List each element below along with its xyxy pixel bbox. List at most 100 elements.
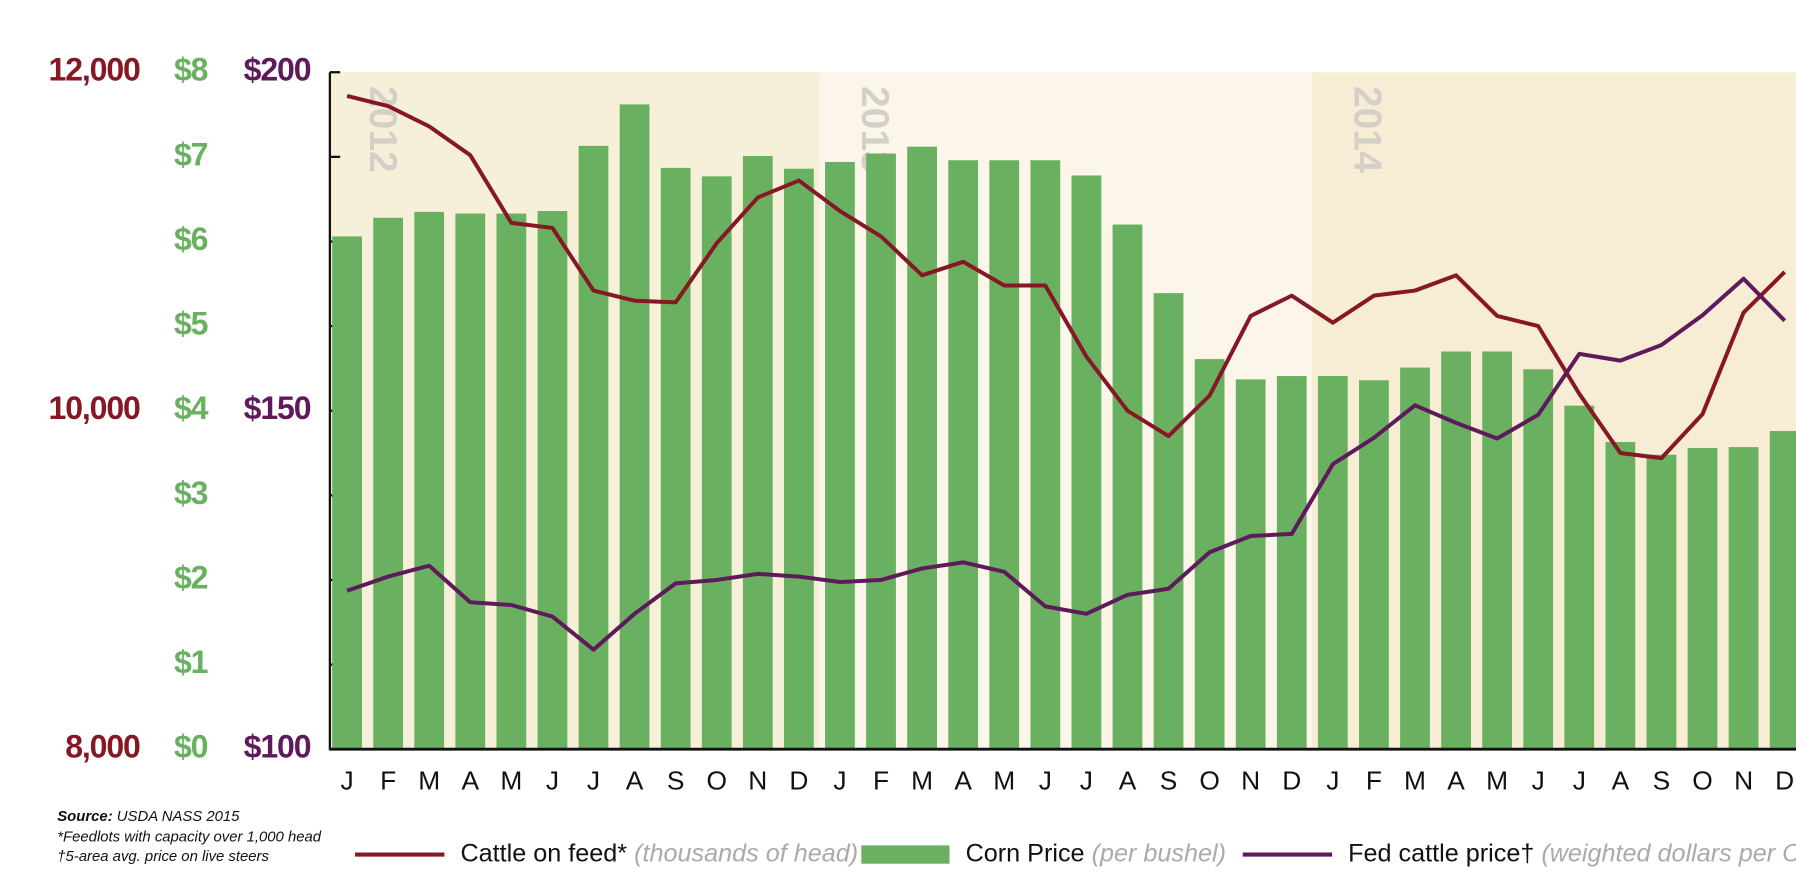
bar <box>537 211 568 750</box>
x-tick-label: J <box>1039 765 1052 795</box>
y-tick-label: 12,000 <box>49 52 141 88</box>
x-tick-label: S <box>667 765 685 795</box>
x-tick-label: A <box>1119 765 1137 795</box>
y-tick-label: $4 <box>174 390 209 426</box>
x-tick-label: N <box>1734 765 1753 795</box>
y-tick-label: $150 <box>244 390 311 426</box>
x-tick-label: J <box>587 765 600 795</box>
footnote: †5-area avg. price on live steers <box>57 849 269 865</box>
x-tick-label: J <box>1532 765 1545 795</box>
bar <box>1728 447 1759 750</box>
x-tick-label: A <box>1612 765 1630 795</box>
y-tick-label: $7 <box>174 136 208 172</box>
bar <box>1523 369 1554 750</box>
legend-name: Fed cattle price† <box>1348 839 1534 867</box>
y-tick-label: $8 <box>174 52 208 88</box>
x-tick-label: M <box>911 765 933 795</box>
bar <box>1276 376 1307 750</box>
y-tick-label: $2 <box>174 559 208 595</box>
bar <box>619 104 650 750</box>
bar <box>1317 376 1348 750</box>
x-tick-label: A <box>626 765 644 795</box>
x-tick-label: O <box>1692 765 1712 795</box>
footnote: *Feedlots with capacity over 1,000 head <box>57 829 322 845</box>
y-tick-label: $3 <box>174 475 208 511</box>
x-tick-label: F <box>873 765 889 795</box>
x-tick-label: N <box>748 765 767 795</box>
legend-entry: Cattle on feed* (thousands of head) <box>460 839 858 867</box>
bar <box>1769 431 1796 750</box>
y-tick-label: $200 <box>244 52 311 88</box>
bar <box>1071 175 1102 750</box>
bar <box>1482 351 1513 750</box>
legend-entry: Fed cattle price† (weighted dollars per … <box>1348 839 1796 867</box>
x-tick-label: A <box>462 765 480 795</box>
bar <box>825 161 855 750</box>
bar <box>866 153 896 750</box>
bar <box>948 160 979 750</box>
x-tick-label: J <box>1326 765 1339 795</box>
line <box>346 93 1787 461</box>
source-label: Source: <box>57 809 112 825</box>
x-tick-label: F <box>1366 765 1382 795</box>
bar <box>578 145 609 750</box>
bar <box>414 211 445 750</box>
bar <box>660 167 691 750</box>
x-tick-label: N <box>1241 765 1260 795</box>
y-tick-label: 10,000 <box>49 390 141 426</box>
y-tick-label: $100 <box>244 729 311 765</box>
y-tick-label: $6 <box>174 221 208 257</box>
bar <box>455 213 486 750</box>
legend-name: Corn Price <box>966 839 1085 867</box>
y-tick-label: $5 <box>174 306 208 342</box>
year-band <box>819 72 1313 750</box>
bar <box>989 160 1020 750</box>
bar <box>1112 224 1143 750</box>
bar <box>1605 442 1636 750</box>
x-tick-label: A <box>954 765 972 795</box>
source-note: Source: USDA NASS 2015 <box>57 809 240 825</box>
y-tick-label: $1 <box>174 644 208 680</box>
x-tick-label: M <box>1486 765 1508 795</box>
x-tick-label: J <box>546 765 559 795</box>
year-label: 2014 <box>1346 86 1389 173</box>
legend-unit: (weighted dollars per CWT) <box>1541 839 1796 867</box>
x-tick-label: J <box>1080 765 1093 795</box>
bar <box>1153 293 1184 750</box>
x-tick-label: J <box>340 765 353 795</box>
bar <box>1235 379 1266 750</box>
legend-name: Cattle on feed* <box>460 839 627 867</box>
x-tick-label: D <box>1775 765 1794 795</box>
bar <box>742 156 773 750</box>
x-tick-label: M <box>418 765 440 795</box>
legend-entry: Corn Price (per bushel) <box>966 839 1226 867</box>
x-tick-label: J <box>833 765 846 795</box>
bar <box>332 236 362 750</box>
line <box>346 276 1787 652</box>
x-tick-label: A <box>1447 765 1465 795</box>
bar <box>1687 447 1718 750</box>
bar <box>783 168 814 750</box>
x-tick-label: S <box>1160 765 1178 795</box>
legend-swatch <box>861 845 950 864</box>
x-tick-label: O <box>706 765 726 795</box>
bar <box>1030 160 1061 750</box>
legend-unit: (per bushel) <box>1092 839 1226 867</box>
source-text: USDA NASS 2015 <box>117 809 240 825</box>
y-tick-label: $0 <box>174 729 208 765</box>
x-tick-label: D <box>1282 765 1301 795</box>
bar <box>496 213 527 750</box>
x-tick-label: M <box>993 765 1015 795</box>
bar <box>907 146 937 750</box>
bar <box>1359 380 1389 750</box>
legend-unit: (thousands of head) <box>634 839 858 867</box>
x-tick-label: M <box>1404 765 1426 795</box>
bar <box>1564 405 1595 750</box>
bar <box>1400 367 1430 750</box>
bar <box>373 217 404 750</box>
bar <box>1441 351 1471 750</box>
y-tick-label: 8,000 <box>65 729 140 765</box>
x-tick-label: O <box>1199 765 1219 795</box>
x-tick-label: S <box>1653 765 1671 795</box>
